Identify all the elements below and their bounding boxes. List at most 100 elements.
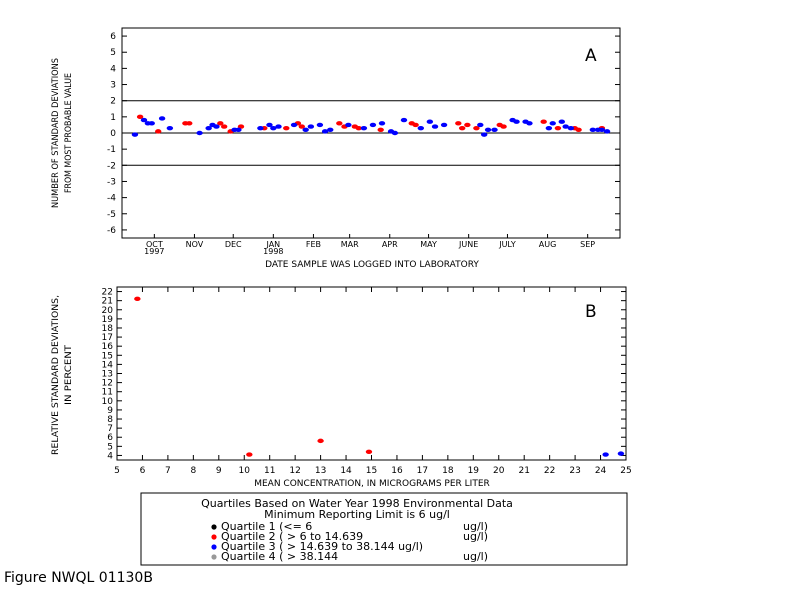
panel-a-month-label: MAR — [341, 240, 359, 249]
panel-a-ytick-label: 2 — [110, 97, 116, 107]
panel-b-xtick-label: 22 — [544, 466, 555, 476]
panel-a-ytick-label: -1 — [107, 145, 116, 155]
panel-b-point — [602, 452, 609, 457]
panel-b-xtick-label: 16 — [391, 466, 403, 476]
panel-b-xtick-label: 19 — [468, 466, 480, 476]
legend-entry-unit: ug/l) — [463, 530, 488, 543]
panel-b-ytick-label: 13 — [102, 370, 113, 380]
panel-b-xtick-label: 6 — [140, 466, 146, 476]
panel-a-point — [500, 124, 507, 129]
panel-a-ytick-label: 5 — [110, 48, 116, 58]
legend-entry-label: Quartile 2 ( > 6 to 14.639 — [221, 530, 363, 543]
panel-a-year-label: 1998 — [263, 247, 283, 256]
panel-a-point — [589, 127, 597, 132]
panel-a-month-label: APR — [382, 240, 398, 249]
panel-a-chart: -6 -5 -4 -3 -2 -1 0 1 2 3 4 5 6 OCT NOV DEC JAN FEB MAR AP… — [51, 27, 621, 270]
panel-b-xtick-label: 7 — [165, 466, 171, 476]
legend-title-line2: Minimum Reporting Limit is 6 ug/l — [264, 508, 450, 521]
panel-a-xlabel: DATE SAMPLE WAS LOGGED INTO LABORATORY — [265, 260, 479, 270]
panel-a-ytick-label: -6 — [107, 226, 116, 236]
panel-a-ytick-label: -3 — [107, 177, 116, 187]
panel-a-point — [473, 125, 480, 131]
panel-a-point — [369, 122, 377, 128]
panel-a-point — [316, 122, 324, 128]
panel-a-month-label: AUG — [539, 240, 557, 249]
panel-b-xtick-label: 8 — [190, 466, 196, 476]
panel-b-xtick-label: 25 — [620, 466, 631, 476]
legend: Quartiles Based on Water Year 1998 Envir… — [140, 492, 628, 566]
panel-a-point — [426, 119, 434, 124]
panel-a-point — [235, 127, 242, 132]
legend-marker — [211, 524, 217, 530]
panel-b-xtick-label: 15 — [366, 466, 377, 476]
panel-a-point — [290, 122, 298, 128]
panel-a-point — [480, 132, 488, 137]
panel-b-point — [317, 438, 324, 444]
legend-entry-unit: ug/l) — [463, 550, 488, 563]
panel-b-xtick-label: 14 — [340, 466, 352, 476]
panel-a-point — [545, 125, 553, 131]
panel-a-ylabel-line2: FROM MOST PROBABLE VALUE — [64, 73, 74, 193]
panel-a-point — [136, 114, 144, 120]
panel-a-point — [567, 125, 575, 131]
panel-a-ytick-label: 6 — [110, 32, 116, 42]
panel-a-point — [327, 127, 334, 132]
panel-a-point — [220, 124, 228, 129]
panel-b-ylabel-line1: RELATIVE STANDARD DEVIATIONS, — [51, 295, 61, 455]
panel-a-point — [360, 125, 368, 131]
panel-b-point — [134, 296, 141, 302]
panel-b-point — [365, 449, 373, 455]
panel-a-point — [298, 124, 305, 129]
panel-b-xtick-label: 17 — [417, 466, 428, 476]
panel-a-point — [158, 116, 166, 121]
panel-b-xtick-label: 20 — [493, 466, 505, 476]
panel-a-point — [513, 119, 520, 124]
panel-a-ytick-label: 1 — [110, 113, 116, 123]
panel-a-point — [455, 121, 462, 126]
panel-b-point — [617, 451, 625, 456]
panel-a-point — [355, 125, 362, 131]
panel-a-month-label: JUNE — [458, 240, 478, 249]
panel-a-point — [336, 121, 343, 126]
panel-b-ytick-label: 17 — [102, 333, 113, 343]
panel-a-label: A — [585, 46, 597, 66]
panel-a-point — [484, 127, 492, 132]
panel-a-point — [554, 125, 562, 131]
panel-a-point — [270, 125, 277, 131]
legend-title-line1: Quartiles Based on Water Year 1998 Envir… — [201, 497, 513, 510]
panel-a-month-label: JULY — [498, 240, 516, 249]
legend-box — [140, 492, 628, 566]
legend-marker — [211, 534, 217, 540]
panel-b-ytick-label: 14 — [102, 360, 114, 370]
panel-a-point — [166, 125, 174, 131]
panel-b-frame — [116, 286, 627, 461]
panel-a-point — [558, 119, 565, 124]
panel-a-point — [400, 117, 408, 123]
panel-b-xtick-label: 18 — [442, 466, 454, 476]
panel-b-ytick-label: 10 — [102, 397, 114, 407]
panel-a-point — [213, 124, 220, 129]
panel-b-xtick-label: 23 — [569, 466, 580, 476]
panel-a-point — [549, 121, 556, 126]
panel-a-point — [302, 127, 309, 132]
panel-a-point — [205, 125, 212, 131]
panel-a-point — [155, 129, 162, 134]
panel-b-xtick-label: 5 — [114, 466, 120, 476]
panel-a-point — [307, 124, 315, 129]
legend-entry-label: Quartile 3 ( > 14.639 to 38.144 ug/l) — [221, 540, 423, 553]
panel-b-ytick-label: 22 — [102, 288, 113, 298]
panel-b-ytick-label: 20 — [102, 306, 114, 316]
legend-entry-label: Quartile 1 (<= 6 — [221, 520, 312, 533]
panel-b-ytick-label: 15 — [102, 351, 113, 361]
panel-a-year-label: 1997 — [144, 247, 164, 256]
panel-a-point — [458, 125, 466, 131]
panel-b-xtick-label: 13 — [315, 466, 326, 476]
panel-b-ytick-label: 5 — [107, 442, 113, 452]
panel-a-point — [266, 122, 273, 128]
panel-a-point — [377, 127, 384, 132]
panel-a-point — [431, 124, 439, 129]
panel-a-point — [257, 125, 264, 131]
panel-a-point — [491, 127, 498, 132]
